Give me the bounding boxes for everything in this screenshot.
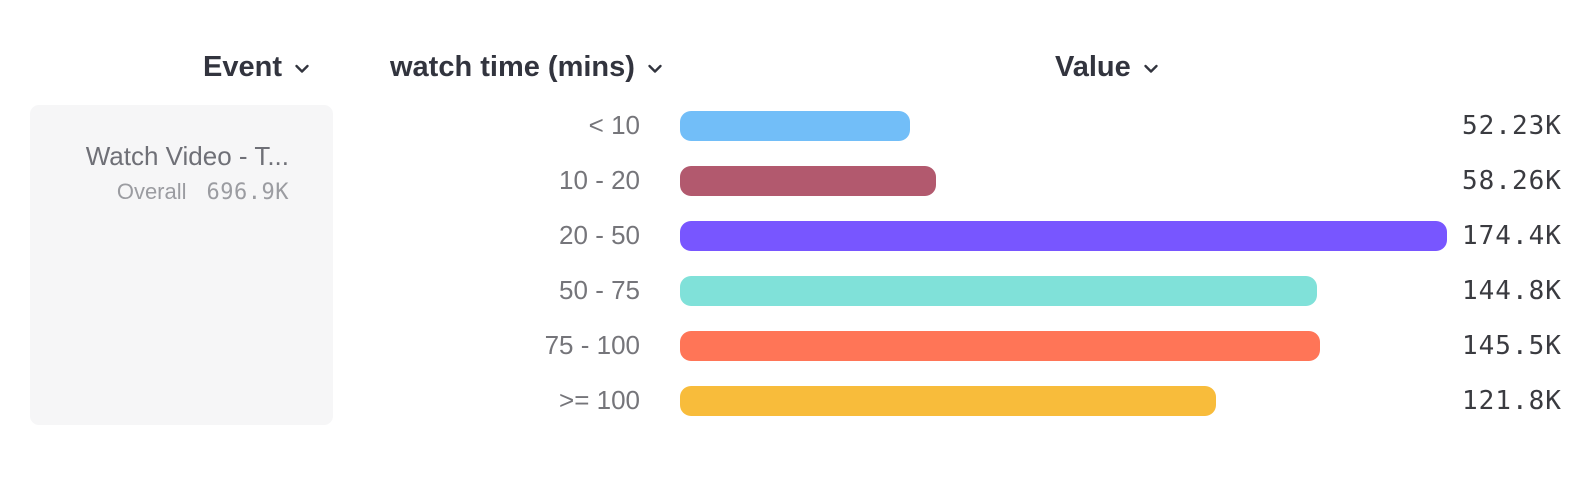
bucket-label: 20 - 50 (559, 220, 640, 250)
bucket-label: >= 100 (559, 385, 640, 415)
bucket-label: 10 - 20 (559, 165, 640, 195)
chart-row: 20 - 50 174.4K (0, 208, 1584, 263)
bar-track (680, 330, 1447, 361)
chart-row: 75 - 100 145.5K (0, 318, 1584, 373)
chevron-down-icon (1142, 60, 1160, 78)
event-card-overall: Overall 696.9K (46, 179, 289, 205)
bar[interactable] (680, 165, 937, 196)
bar-track (680, 110, 1447, 141)
bar-track (680, 165, 1447, 196)
bar-track (680, 275, 1447, 306)
bar[interactable] (680, 385, 1216, 416)
bar-value: 145.5K (1462, 330, 1562, 361)
event-card-title: Watch Video - T... (85, 141, 289, 171)
bar[interactable] (680, 220, 1447, 251)
overall-value: 696.9K (206, 180, 289, 205)
bar[interactable] (680, 330, 1320, 361)
value-column-header[interactable]: Value (1055, 50, 1160, 84)
breakdown-column-header[interactable]: watch time (mins) (390, 50, 664, 84)
chart-row: < 10 52.23K (0, 98, 1584, 153)
bar-value: 52.23K (1462, 110, 1562, 141)
bar[interactable] (680, 110, 910, 141)
value-column-label: Value (1055, 51, 1131, 83)
event-column-label: Event (203, 51, 282, 83)
bar-value: 144.8K (1462, 275, 1562, 306)
bar-value: 121.8K (1462, 385, 1562, 416)
breakdown-column-label: watch time (mins) (390, 51, 635, 83)
event-column-header[interactable]: Event (203, 50, 311, 84)
chevron-down-icon (293, 60, 311, 78)
bucket-label: 50 - 75 (559, 275, 640, 305)
bucket-label: < 10 (588, 110, 640, 140)
chart-row: 50 - 75 144.8K (0, 263, 1584, 318)
bar-value: 174.4K (1462, 220, 1562, 251)
bar-track (680, 220, 1447, 251)
event-card[interactable]: Watch Video - T... Overall 696.9K (30, 105, 333, 425)
bucket-label: 75 - 100 (544, 330, 640, 360)
bar[interactable] (680, 275, 1317, 306)
overall-label: Overall (116, 179, 187, 204)
chart-row: >= 100 121.8K (0, 373, 1584, 428)
chart-row: 10 - 20 58.26K (0, 153, 1584, 208)
bar-track (680, 385, 1447, 416)
chevron-down-icon (646, 60, 664, 78)
bar-chart: < 10 52.23K 10 - 20 58.26K 20 - 50 174.4… (0, 98, 1584, 428)
bar-value: 58.26K (1462, 165, 1562, 196)
